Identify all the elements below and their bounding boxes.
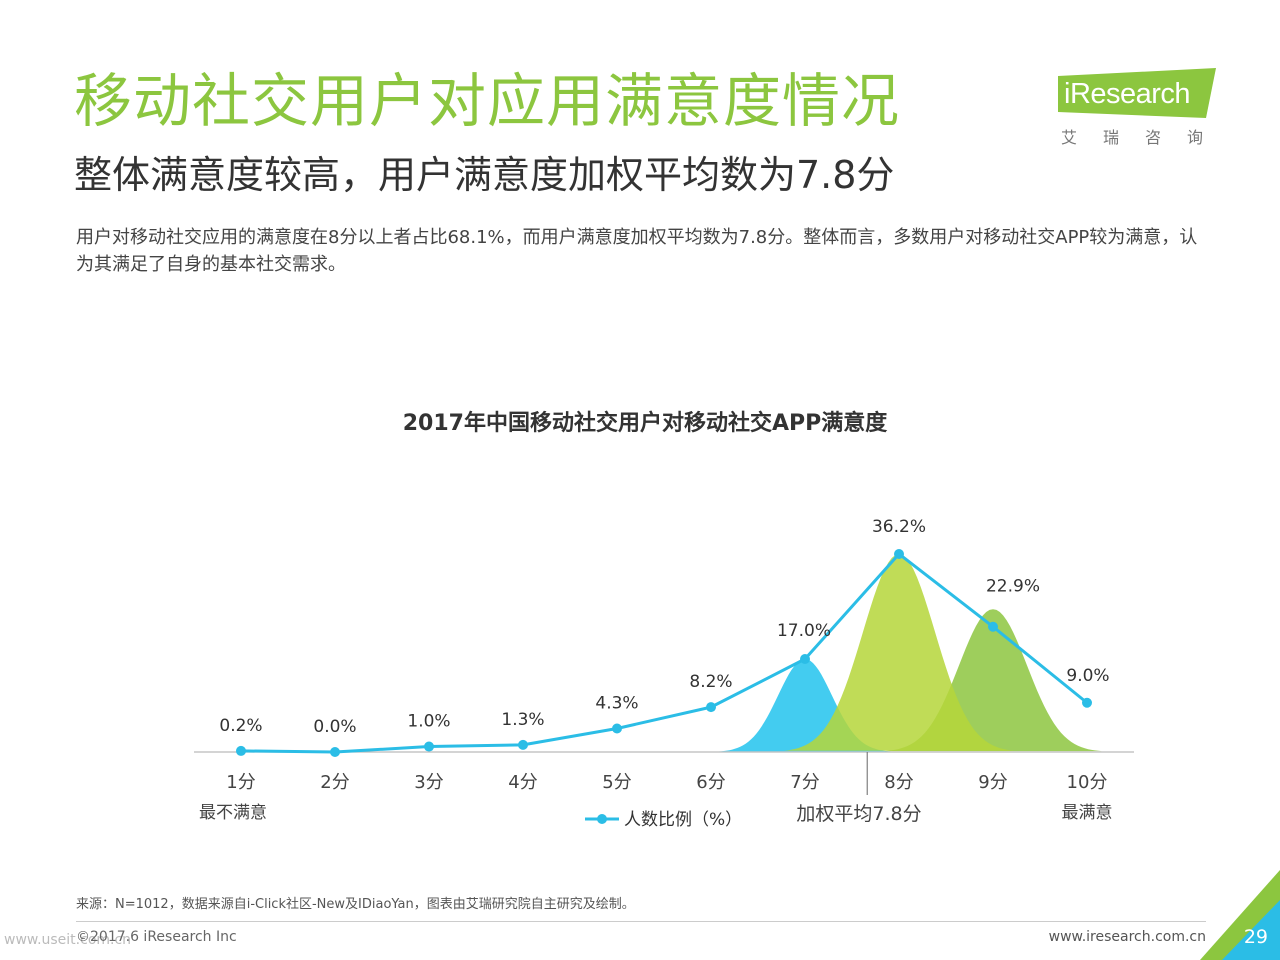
chart-title: 2017年中国移动社交用户对移动社交APP满意度 (402, 411, 888, 436)
legend-point-swatch (597, 814, 607, 824)
x-tick-label: 4分 (508, 772, 537, 793)
website-link[interactable]: www.iresearch.com.cn (1048, 929, 1206, 945)
page-subtitle: 整体满意度较高，用户满意度加权平均数为7.8分 (74, 153, 895, 197)
data-point (518, 739, 528, 750)
data-label: 22.9% (986, 577, 1040, 597)
logo-banner-shape (1058, 68, 1216, 118)
data-label: 0.2% (219, 716, 262, 736)
x-tick-label: 8分 (884, 772, 913, 793)
data-point (706, 702, 716, 713)
low-end-label: 最不满意 (199, 803, 267, 823)
data-label: 17.0% (777, 621, 831, 641)
legend-label: 人数比例（%） (624, 810, 742, 830)
x-tick-label: 10分 (1067, 772, 1108, 793)
x-tick-label: 6分 (696, 772, 725, 793)
series-line (240, 552, 1088, 754)
page-corner-decoration (1200, 870, 1280, 960)
page-description: 用户对移动社交应用的满意度在8分以上者占比68.1%，而用户满意度加权平均数为7… (76, 227, 1198, 275)
data-label: 0.0% (313, 717, 356, 737)
x-tick-label: 9分 (978, 772, 1007, 793)
logo-chinese-name: 艾瑞咨询 (1061, 128, 1230, 147)
data-label: 1.0% (407, 712, 450, 732)
footer-divider (76, 921, 1206, 922)
data-label: 4.3% (595, 693, 638, 713)
page-number: 29 (1243, 926, 1268, 948)
data-point (236, 745, 246, 756)
data-label: 9.0% (1066, 666, 1109, 686)
data-point (424, 741, 434, 752)
data-point (894, 548, 904, 559)
page-title: 移动社交用户对应用满意度情况 (74, 67, 901, 135)
x-tick-label: 7分 (790, 772, 819, 793)
data-label: 8.2% (689, 672, 732, 692)
data-point (1082, 697, 1092, 708)
data-label: 36.2% (872, 517, 926, 537)
logo-wordmark: iResearch (1064, 78, 1191, 110)
data-label: 1.3% (501, 710, 544, 730)
x-tick-label: 1分 (226, 772, 255, 793)
iresearch-logo: iResearch 艾瑞咨询 (1058, 68, 1218, 152)
source-note: 来源：N=1012，数据来源自i-Click社区-New及IDiaoYan，图表… (76, 897, 635, 912)
high-end-label: 最满意 (1062, 803, 1113, 823)
average-label: 加权平均7.8分 (796, 803, 921, 825)
x-tick-label: 5分 (602, 772, 631, 793)
watermark: www.useit.com.cn (4, 932, 132, 948)
distribution-curve-8 (783, 554, 1015, 751)
data-point (800, 654, 810, 665)
copyright: ©2017.6 iResearch Inc (76, 929, 237, 945)
x-tick-label: 2分 (320, 772, 349, 793)
data-point (988, 621, 998, 632)
x-tick-label: 3分 (414, 772, 443, 793)
data-point (330, 747, 340, 757)
data-point (612, 723, 622, 734)
